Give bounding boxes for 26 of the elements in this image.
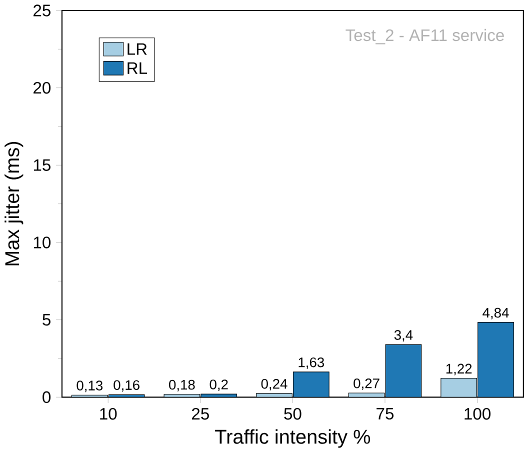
data-label: 0,16 xyxy=(114,380,140,392)
x-axis-title: Traffic intensity % xyxy=(215,429,370,448)
y-tick-label: 25 xyxy=(34,4,50,16)
data-label: 4,84 xyxy=(482,308,509,320)
x-tick-label: 25 xyxy=(192,408,209,420)
y-tick-label: 10 xyxy=(34,236,51,248)
y-tick-label: 0 xyxy=(42,391,51,403)
data-label: 1,63 xyxy=(298,357,324,369)
data-label: 1,22 xyxy=(446,364,472,376)
data-label: 3,4 xyxy=(394,330,413,342)
y-tick-label: 15 xyxy=(34,159,50,171)
x-tick-label: 10 xyxy=(100,408,117,420)
x-tick-label: 50 xyxy=(284,408,302,420)
legend-label: LR xyxy=(128,43,147,55)
y-tick-label: 20 xyxy=(34,82,51,94)
data-label: 0,18 xyxy=(169,380,195,392)
y-tick-label: 5 xyxy=(42,314,50,326)
y-axis-title: Max jitter (ms) xyxy=(4,142,24,266)
data-label: 0,24 xyxy=(261,378,288,390)
data-label: 0,13 xyxy=(76,380,103,392)
data-label: 0,27 xyxy=(354,378,380,390)
x-tick-label: 100 xyxy=(464,408,490,420)
data-label: 0,2 xyxy=(210,379,228,391)
annotation: Test_2 - AF11 service xyxy=(346,28,504,44)
legend-label: RL xyxy=(128,62,147,74)
x-tick-label: 75 xyxy=(376,408,394,420)
